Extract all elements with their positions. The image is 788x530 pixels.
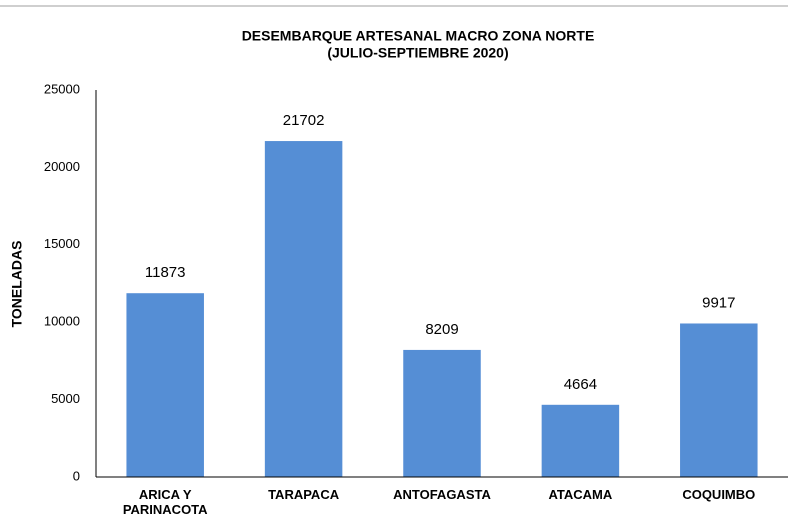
chart-title: DESEMBARQUE ARTESANAL MACRO ZONA NORTE bbox=[242, 28, 595, 44]
y-tick-label: 10000 bbox=[44, 314, 80, 329]
data-label: 8209 bbox=[425, 321, 458, 338]
data-label: 21702 bbox=[283, 112, 325, 129]
y-tick-label: 20000 bbox=[44, 159, 80, 174]
y-tick-label: 15000 bbox=[44, 236, 80, 251]
bar bbox=[403, 349, 481, 477]
x-tick-label: ANTOFAGASTA bbox=[393, 487, 491, 502]
x-tick-label: TARAPACA bbox=[268, 487, 340, 502]
bar bbox=[541, 404, 620, 477]
y-tick-label: 0 bbox=[73, 468, 80, 483]
x-tick-label-box: ARICA Y PARINACOTA bbox=[122, 487, 208, 517]
x-tick-label-box: ANTOFAGASTA bbox=[393, 487, 491, 502]
y-tick-label: 5000 bbox=[51, 391, 80, 406]
x-tick-label-box: ATACAMA bbox=[548, 487, 613, 502]
x-tick-label: ARICA Y PARINACOTA bbox=[122, 487, 208, 517]
bar bbox=[126, 293, 204, 477]
data-label: 9917 bbox=[702, 294, 735, 311]
x-tick-label-box: TARAPACA bbox=[268, 487, 340, 502]
chart-subtitle: (JULIO-SEPTIEMBRE 2020) bbox=[327, 45, 508, 61]
data-label: 4664 bbox=[564, 376, 597, 393]
y-axis-label: TONELADAS bbox=[9, 241, 25, 328]
x-tick-label: ATACAMA bbox=[548, 487, 613, 502]
bar bbox=[264, 141, 343, 477]
data-label: 11873 bbox=[145, 264, 186, 281]
y-tick-label: 25000 bbox=[44, 81, 80, 96]
x-tick-label: COQUIMBO bbox=[682, 487, 756, 502]
x-tick-label-box: COQUIMBO bbox=[682, 487, 756, 502]
bar bbox=[680, 323, 758, 477]
